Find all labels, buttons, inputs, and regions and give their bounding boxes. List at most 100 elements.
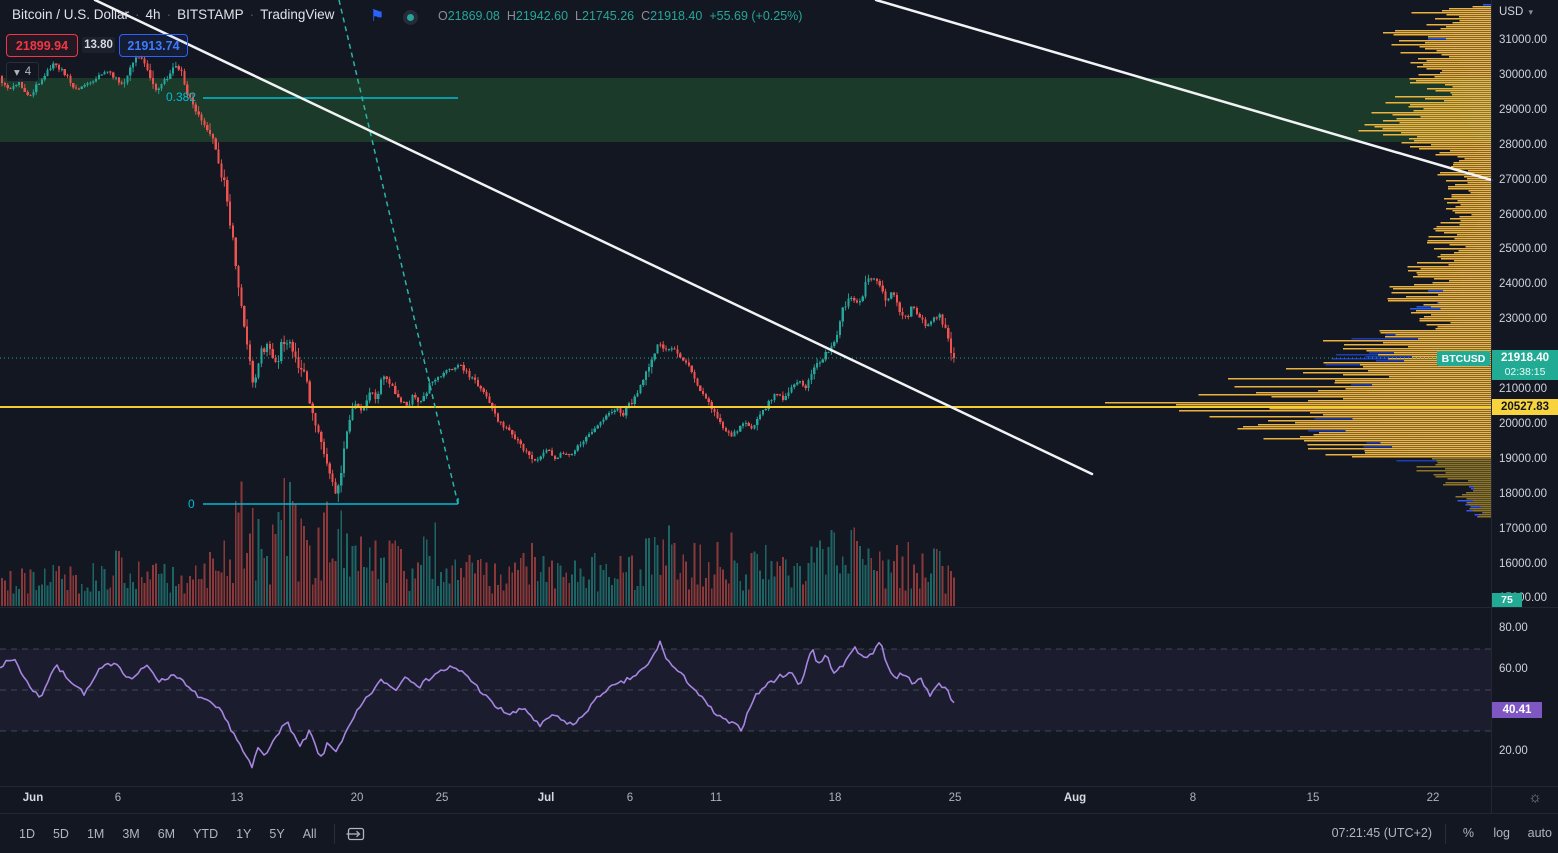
range-button-ytd[interactable]: YTD	[193, 827, 219, 841]
band-layer	[0, 78, 1491, 731]
range-button-all[interactable]: All	[302, 827, 317, 841]
clock-timezone-button[interactable]: 07:21:45 (UTC+2)	[1331, 826, 1432, 840]
change-value: +55.69 (+0.25%)	[709, 9, 803, 23]
toolbar-divider	[333, 824, 335, 844]
price-axis-label: 21000.00	[1499, 383, 1547, 395]
white-trendline-long	[93, 0, 1094, 476]
go-to-date-icon	[346, 827, 364, 841]
time-axis-label: 8	[1189, 792, 1197, 804]
white-trendline-upper	[874, 0, 1493, 182]
range-button-5d[interactable]: 5D	[52, 827, 69, 841]
price-axis-label: 24000.00	[1499, 278, 1547, 291]
log-scale-button[interactable]: log	[1493, 826, 1510, 840]
open-value: 21869.08	[447, 9, 500, 23]
price-axis-label: 26000.00	[1499, 208, 1547, 221]
date-range-buttons: 1D 5D 1M 3M 6M YTD 1Y 5Y All	[10, 814, 369, 853]
fib-trend-connector	[338, 0, 459, 505]
flag-icon[interactable]: ⚑	[370, 8, 385, 25]
legend-separator: ·	[135, 7, 140, 22]
time-axis-label: 18	[828, 792, 842, 804]
time-axis-label: 11	[710, 792, 722, 804]
rsi-axis-label: 80.00	[1499, 621, 1528, 634]
price-axis-label: 25000.00	[1499, 243, 1547, 256]
range-button-1y[interactable]: 1Y	[236, 827, 252, 841]
rsi-value-badge: 40.41	[1492, 701, 1542, 718]
price-axis-label: 18000.00	[1499, 487, 1547, 500]
close-value: 21918.40	[650, 9, 703, 23]
fib-level-0-label: 0	[188, 497, 195, 511]
last-price-badge: 21918.40 02:38:15	[1492, 350, 1558, 380]
candles-layer	[0, 55, 955, 502]
sell-button[interactable]: 21899.94	[6, 34, 78, 57]
chevron-down-icon: ▾	[1528, 7, 1534, 17]
volume-bars-layer	[1, 478, 955, 606]
rsi-axis-label: 20.00	[1499, 744, 1528, 757]
time-axis-label: 6	[626, 792, 634, 804]
close-label: C	[641, 9, 651, 23]
volume-value-badge: 75	[1492, 593, 1522, 607]
range-button-5y[interactable]: 5Y	[269, 827, 285, 841]
low-value: 21745.26	[582, 9, 635, 23]
range-button-6m[interactable]: 6M	[157, 827, 176, 841]
low-label: L	[575, 9, 582, 23]
time-axis-label: Jul	[537, 792, 555, 804]
fib-level-382-label: 0.382	[166, 90, 197, 104]
time-axis-label: Jun	[22, 792, 44, 804]
theme-sun-icon[interactable]: ☼	[1528, 789, 1542, 806]
price-axis-label: 23000.00	[1499, 313, 1547, 326]
bar-countdown: 02:38:15	[1504, 366, 1546, 378]
legend-separator: ·	[249, 7, 255, 22]
time-axis-label: 13	[230, 792, 244, 804]
time-axis-label: 22	[1426, 792, 1440, 804]
object-tree-collapse-button[interactable]: ▾ 4	[6, 62, 40, 82]
volume-profile-layer	[1105, 4, 1491, 518]
price-axis-label: 19000.00	[1499, 452, 1547, 465]
price-axis-label: 28000.00	[1499, 138, 1547, 151]
price-axis-currency-selector[interactable]: USD ▾	[1499, 6, 1533, 18]
price-axis-label: 27000.00	[1499, 173, 1547, 186]
yellow-level-badge: 20527.83	[1492, 399, 1558, 415]
range-button-1m[interactable]: 1M	[86, 827, 105, 841]
brand-label: TradingView	[260, 7, 335, 22]
high-label: H	[506, 9, 516, 23]
interval-label: 4h	[145, 7, 161, 22]
time-axis[interactable]: Jun 6 13 20 25 Jul 6 11 18 25 Aug 8 15 22 ☼	[0, 786, 1558, 813]
price-axis[interactable]: USD ▾ 31000.00 30000.00 29000.00 28000.00 27…	[1492, 0, 1558, 786]
go-to-date-button[interactable]	[343, 822, 369, 846]
price-axis-label: 20000.00	[1499, 417, 1547, 430]
rsi-axis-label: 60.00	[1499, 662, 1528, 675]
price-axis-label: 31000.00	[1499, 34, 1547, 46]
time-axis-label: Aug	[1063, 792, 1087, 804]
range-button-1d[interactable]: 1D	[19, 827, 35, 841]
range-button-3m[interactable]: 3M	[122, 827, 140, 841]
time-axis-label: 25	[948, 792, 962, 804]
open-label: O	[438, 9, 448, 23]
profile-gold-main	[1105, 6, 1491, 458]
status-dot-icon	[407, 14, 414, 21]
time-axis-label: 6	[114, 792, 122, 804]
toolbar-divider	[1445, 824, 1446, 844]
chart-legend[interactable]: Bitcoin / U.S. Dollar · 4h · BITSTAMP · Tradin…	[12, 7, 334, 22]
price-axis-label: 16000.00	[1499, 557, 1547, 570]
price-axis-label: 17000.00	[1499, 522, 1547, 535]
market-status-icon[interactable]	[403, 10, 418, 25]
chevron-down-icon: ▾	[14, 67, 20, 79]
profile-gold-olive	[1416, 458, 1491, 518]
percent-scale-button[interactable]: %	[1462, 826, 1474, 840]
buy-button[interactable]: 21913.74	[119, 34, 188, 57]
price-axis-label: 29000.00	[1499, 103, 1547, 116]
auto-scale-button[interactable]: auto	[1527, 826, 1552, 840]
symbol-price-tag: BTCUSD	[1437, 351, 1490, 366]
time-axis-label: 20	[350, 792, 364, 804]
collapse-count: 4	[24, 66, 32, 78]
rsi-line-layer	[0, 640, 955, 769]
high-value: 21942.60	[515, 9, 569, 23]
currency-label: USD	[1499, 6, 1524, 18]
symbol-title: Bitcoin / U.S. Dollar	[12, 7, 130, 22]
pane-separators	[0, 0, 1558, 813]
ohlc-readout: O21869.08 H21942.60 L21745.26 C21918.40 +55.…	[438, 9, 802, 23]
bottom-toolbar: 1D 5D 1M 3M 6M YTD 1Y 5Y All 07:21:45 (UTC+2) % …	[0, 813, 1558, 853]
exchange-label: BITSTAMP	[177, 7, 244, 22]
